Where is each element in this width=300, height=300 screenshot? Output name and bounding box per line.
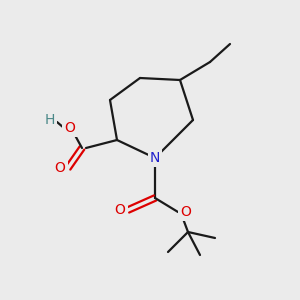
Text: O: O xyxy=(115,203,125,217)
Text: O: O xyxy=(64,121,75,135)
Text: H: H xyxy=(45,113,55,127)
Text: N: N xyxy=(150,151,160,165)
Text: O: O xyxy=(55,161,65,175)
Text: O: O xyxy=(181,205,191,219)
